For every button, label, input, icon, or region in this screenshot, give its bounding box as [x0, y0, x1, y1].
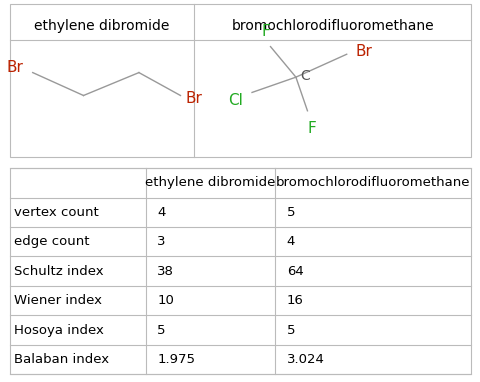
Text: Wiener index: Wiener index	[14, 294, 102, 307]
Text: Br: Br	[355, 44, 372, 59]
Text: 5: 5	[286, 324, 295, 337]
Text: ethylene dibromide: ethylene dibromide	[34, 19, 169, 33]
Text: 5: 5	[157, 324, 166, 337]
Text: C: C	[300, 69, 310, 83]
FancyBboxPatch shape	[10, 4, 470, 157]
Text: Schultz index: Schultz index	[14, 265, 104, 278]
Text: 4: 4	[157, 206, 166, 219]
Text: Hosoya index: Hosoya index	[14, 324, 104, 337]
Text: F: F	[261, 24, 270, 39]
Text: Br: Br	[185, 91, 202, 106]
Text: 1.975: 1.975	[157, 353, 195, 366]
Text: Br: Br	[7, 60, 24, 76]
Text: 3.024: 3.024	[286, 353, 324, 366]
Text: bromochlorodifluoromethane: bromochlorodifluoromethane	[276, 176, 469, 189]
Text: 3: 3	[157, 235, 166, 248]
Text: 4: 4	[286, 235, 294, 248]
Text: 38: 38	[157, 265, 174, 278]
Text: bromochlorodifluoromethane: bromochlorodifluoromethane	[231, 19, 433, 33]
Text: F: F	[307, 121, 316, 136]
Text: ethylene dibromide: ethylene dibromide	[145, 176, 275, 189]
Text: 64: 64	[286, 265, 303, 278]
FancyBboxPatch shape	[10, 168, 470, 374]
Text: Cl: Cl	[228, 92, 242, 108]
Text: Balaban index: Balaban index	[14, 353, 109, 366]
Text: 16: 16	[286, 294, 303, 307]
Text: 5: 5	[286, 206, 295, 219]
Text: 10: 10	[157, 294, 174, 307]
Text: vertex count: vertex count	[14, 206, 99, 219]
Text: edge count: edge count	[14, 235, 90, 248]
